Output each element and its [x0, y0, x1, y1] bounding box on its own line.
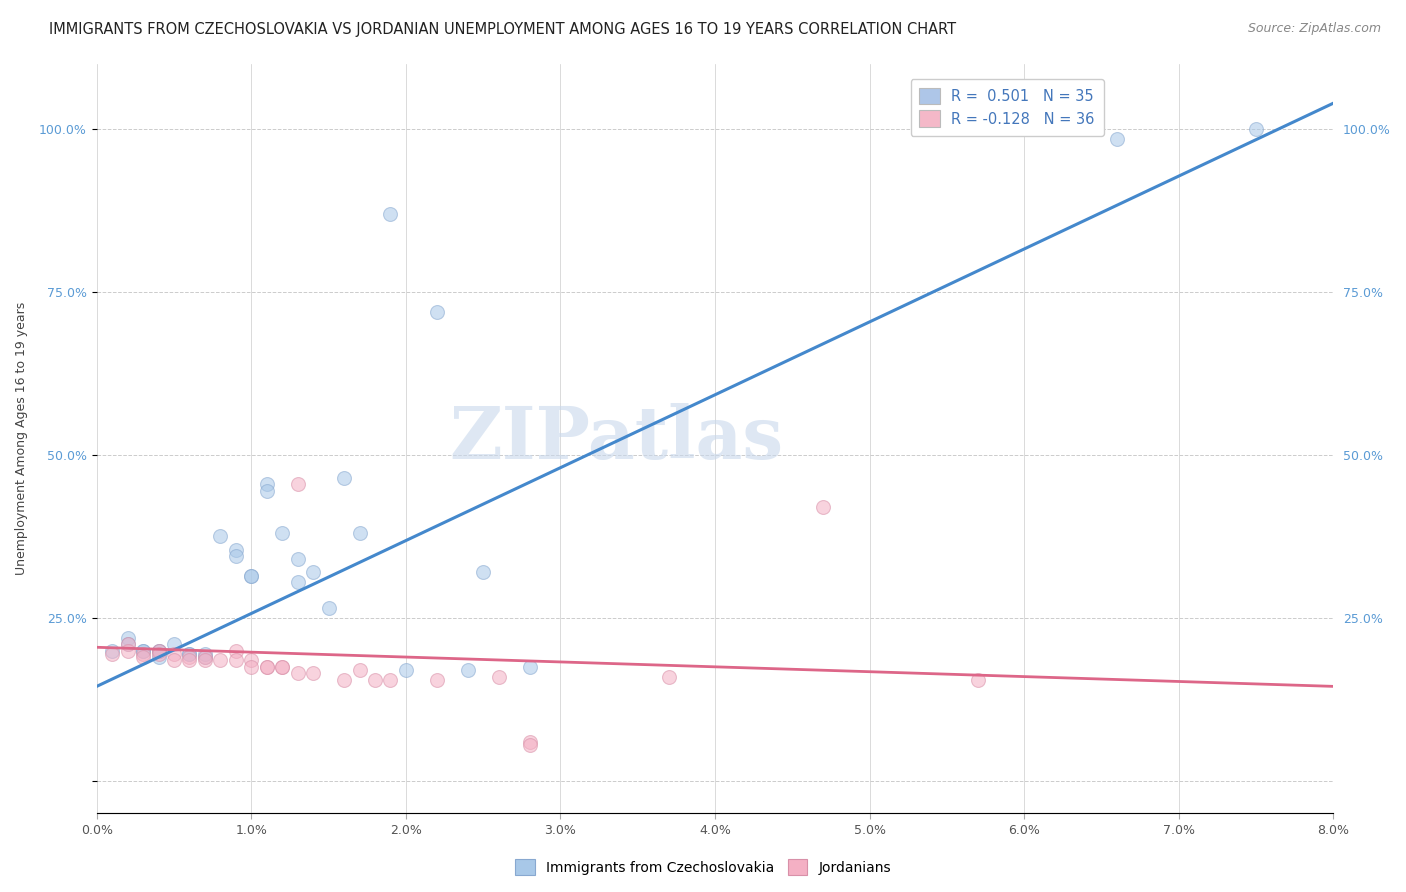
Point — [271, 660, 294, 674]
Point — [364, 673, 387, 687]
Point — [349, 663, 371, 677]
Point — [225, 542, 247, 557]
Point — [225, 549, 247, 563]
Text: ZIPatlas: ZIPatlas — [449, 403, 783, 475]
Point — [194, 650, 217, 665]
Point — [426, 304, 449, 318]
Point — [1105, 132, 1128, 146]
Legend: R =  0.501   N = 35, R = -0.128   N = 36: R = 0.501 N = 35, R = -0.128 N = 36 — [911, 78, 1104, 136]
Point — [271, 526, 294, 541]
Text: IMMIGRANTS FROM CZECHOSLOVAKIA VS JORDANIAN UNEMPLOYMENT AMONG AGES 16 TO 19 YEA: IMMIGRANTS FROM CZECHOSLOVAKIA VS JORDAN… — [49, 22, 956, 37]
Point — [194, 647, 217, 661]
Point — [240, 568, 263, 582]
Point — [225, 643, 247, 657]
Point — [148, 643, 170, 657]
Point — [1244, 122, 1267, 136]
Point — [132, 643, 155, 657]
Point — [240, 660, 263, 674]
Point — [240, 568, 263, 582]
Point — [256, 660, 278, 674]
Point — [101, 643, 124, 657]
Point — [194, 650, 217, 665]
Point — [349, 526, 371, 541]
Point — [240, 653, 263, 667]
Point — [117, 637, 139, 651]
Point — [148, 643, 170, 657]
Point — [256, 477, 278, 491]
Point — [813, 500, 835, 515]
Point — [148, 650, 170, 665]
Point — [132, 647, 155, 661]
Point — [287, 666, 309, 681]
Y-axis label: Unemployment Among Ages 16 to 19 years: Unemployment Among Ages 16 to 19 years — [15, 302, 28, 575]
Text: Source: ZipAtlas.com: Source: ZipAtlas.com — [1247, 22, 1381, 36]
Point — [209, 529, 232, 543]
Point — [148, 643, 170, 657]
Point — [302, 566, 325, 580]
Point — [132, 643, 155, 657]
Point — [225, 653, 247, 667]
Point — [519, 738, 541, 752]
Point — [287, 575, 309, 590]
Point — [333, 673, 356, 687]
Point — [472, 566, 495, 580]
Point — [457, 663, 479, 677]
Point — [395, 663, 418, 677]
Point — [179, 653, 201, 667]
Point — [333, 471, 356, 485]
Point — [519, 735, 541, 749]
Legend: Immigrants from Czechoslovakia, Jordanians: Immigrants from Czechoslovakia, Jordania… — [509, 854, 897, 880]
Point — [179, 650, 201, 665]
Point — [179, 647, 201, 661]
Point — [302, 666, 325, 681]
Point — [256, 483, 278, 498]
Point — [256, 660, 278, 674]
Point — [163, 637, 186, 651]
Point — [194, 653, 217, 667]
Point — [163, 647, 186, 661]
Point — [380, 207, 402, 221]
Point — [287, 552, 309, 566]
Point — [117, 643, 139, 657]
Point — [148, 647, 170, 661]
Point — [287, 477, 309, 491]
Point — [271, 660, 294, 674]
Point — [318, 601, 340, 615]
Point — [179, 647, 201, 661]
Point — [117, 631, 139, 645]
Point — [163, 653, 186, 667]
Point — [488, 670, 510, 684]
Point — [966, 673, 988, 687]
Point — [426, 673, 449, 687]
Point — [380, 673, 402, 687]
Point — [519, 660, 541, 674]
Point — [209, 653, 232, 667]
Point — [101, 647, 124, 661]
Point — [132, 650, 155, 665]
Point — [658, 670, 681, 684]
Point — [117, 637, 139, 651]
